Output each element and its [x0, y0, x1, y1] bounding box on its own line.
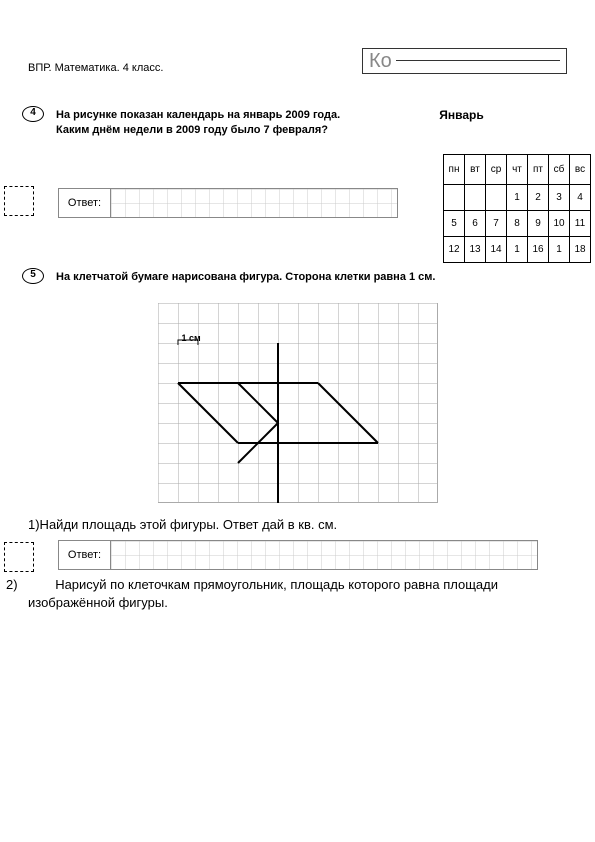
code-box: Ко — [362, 48, 567, 74]
cal-hdr: пт — [528, 155, 549, 185]
calendar-month: Январь — [356, 108, 567, 122]
cal-cell: 18 — [570, 237, 591, 263]
subject-label: ВПР. Математика. 4 класс. — [28, 62, 163, 74]
cal-cell: 2 — [528, 185, 549, 211]
answer-grid[interactable] — [111, 541, 537, 569]
calendar-table: пн вт ср чт пт сб вс 1 2 3 4 — [443, 154, 591, 263]
cal-cell: 3 — [549, 185, 570, 211]
calendar-row: 12 13 14 1 16 1 18 — [444, 237, 591, 263]
cal-cell: 13 — [465, 237, 486, 263]
cal-hdr: вт — [465, 155, 486, 185]
cal-hdr: ср — [486, 155, 507, 185]
q5-text: На клетчатой бумаге нарисована фигура. С… — [56, 270, 567, 285]
cal-hdr: чт — [507, 155, 528, 185]
calendar-header-row: пн вт ср чт пт сб вс — [444, 155, 591, 185]
cal-cell: 1 — [507, 185, 528, 211]
cal-cell: 1 — [507, 237, 528, 263]
cal-cell: 10 — [549, 211, 570, 237]
code-underline — [396, 60, 560, 61]
cal-hdr: пн — [444, 155, 465, 185]
question-number-5: 5 — [22, 268, 44, 284]
q4-text-line2: Каким днём недели в 2009 году было 7 фев… — [56, 123, 356, 138]
answer-label: Ответ: — [59, 541, 111, 569]
answer-label: Ответ: — [59, 189, 111, 217]
cal-cell — [444, 185, 465, 211]
cal-cell: 11 — [570, 211, 591, 237]
answer-row-q4: Ответ: — [58, 188, 398, 218]
q5-sub2-text: Нарисуй по клеточкам прямоугольник, площ… — [28, 577, 498, 610]
answer-grid[interactable] — [111, 189, 397, 217]
cal-cell: 12 — [444, 237, 465, 263]
cal-cell — [465, 185, 486, 211]
answer-row-q5: Ответ: — [58, 540, 538, 570]
cal-cell: 1 — [549, 237, 570, 263]
cal-cell: 16 — [528, 237, 549, 263]
cal-cell: 7 — [486, 211, 507, 237]
page-header: ВПР. Математика. 4 класс. Ко — [28, 48, 567, 74]
figure-grid: 1 см — [158, 303, 438, 503]
code-prefix: Ко — [369, 50, 392, 73]
calendar-row: 5 6 7 8 9 10 11 — [444, 211, 591, 237]
question-number-4: 4 — [22, 106, 44, 122]
cal-cell: 6 — [465, 211, 486, 237]
cal-cell — [486, 185, 507, 211]
calendar-row: 1 2 3 4 — [444, 185, 591, 211]
q5-sub1: 1)Найди площадь этой фигуры. Ответ дай в… — [28, 517, 567, 532]
cal-cell: 8 — [507, 211, 528, 237]
cal-cell: 4 — [570, 185, 591, 211]
q4-text-line1: На рисунке показан календарь на январь 2… — [56, 108, 356, 123]
cal-cell: 5 — [444, 211, 465, 237]
q5-sub2-prefix: 2) — [6, 577, 18, 592]
cal-hdr: сб — [549, 155, 570, 185]
cal-cell: 9 — [528, 211, 549, 237]
figure-svg — [158, 303, 438, 503]
score-box — [4, 542, 34, 572]
cal-hdr: вс — [570, 155, 591, 185]
score-box — [4, 186, 34, 216]
cal-cell: 14 — [486, 237, 507, 263]
